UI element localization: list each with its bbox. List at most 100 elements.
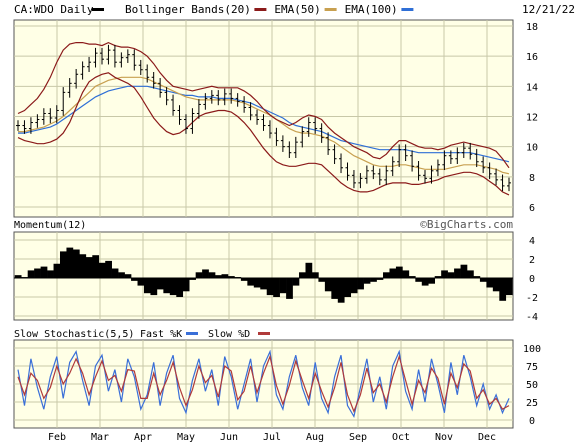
momentum-bar	[357, 278, 364, 290]
series-bollinger-bands-20-lower	[17, 72, 510, 196]
y-tick-label: 0	[529, 274, 535, 285]
momentum-bar	[215, 275, 222, 278]
y-tick-label: 16	[526, 52, 538, 63]
momentum-bar	[240, 278, 248, 281]
series-slow-d	[17, 354, 510, 414]
momentum-bar	[370, 278, 377, 282]
momentum-bar	[434, 276, 442, 278]
momentum-bar	[383, 272, 390, 278]
momentum-bar	[331, 278, 339, 299]
momentum-bar	[311, 272, 319, 278]
momentum-bar	[253, 278, 261, 288]
ohlc-bars	[16, 44, 511, 192]
stoch-legend-d: Slow %D	[208, 329, 250, 340]
x-tick-label-apr: Apr	[134, 432, 152, 443]
price-panel: 6 8 10 12 14 16 18	[13, 19, 538, 218]
momentum-bar	[292, 278, 300, 286]
y-tick-label: 100	[523, 344, 541, 355]
symbol-label: CA:WDO Daily	[14, 3, 94, 16]
momentum-bar	[408, 276, 416, 278]
momentum-bar	[441, 270, 448, 278]
momentum-bar	[247, 278, 255, 286]
y-tick-label: 8	[529, 173, 535, 184]
x-tick-label-jul: Jul	[263, 432, 281, 443]
x-tick-label-dec: Dec	[478, 432, 496, 443]
y-tick-label: 25	[526, 398, 538, 409]
y-tick-label: 14	[526, 82, 538, 93]
momentum-bar	[189, 278, 196, 280]
momentum-bar	[66, 247, 74, 278]
momentum-bar	[72, 249, 80, 278]
y-tick-label: 6	[529, 203, 535, 214]
legend-swatch-1	[324, 8, 337, 11]
momentum-bar	[492, 278, 500, 292]
y-tick-label: 18	[526, 22, 538, 33]
stochastic-panel: Slow Stochastic(5,5) Fast %K Slow %D 0 25…	[13, 329, 541, 429]
legend-label-1: EMA(50)	[274, 3, 320, 16]
x-tick-label-oct: Oct	[392, 432, 410, 443]
momentum-bar	[505, 278, 513, 296]
legend-label-0: Bollinger Bands(20)	[125, 3, 251, 16]
momentum-bar	[79, 254, 87, 278]
x-tick-label-may: May	[177, 432, 195, 443]
price-y-tick-labels: 6 8 10 12 14 16 18	[526, 22, 538, 214]
momentum-bar	[163, 278, 171, 294]
momentum-bar	[221, 274, 229, 278]
momentum-bar	[395, 266, 403, 278]
x-tick-label-feb: Feb	[48, 432, 66, 443]
momentum-bar	[337, 278, 345, 303]
momentum-bar	[402, 270, 410, 278]
momentum-bar	[137, 278, 145, 286]
momentum-bar	[118, 272, 125, 278]
momentum-bar	[176, 278, 184, 297]
momentum-bar	[266, 278, 274, 296]
y-tick-label: 75	[526, 362, 538, 373]
momentum-bar	[344, 278, 352, 297]
y-tick-label: -4	[526, 312, 538, 323]
legend-swatch-0	[254, 8, 267, 11]
stochastic-y-tick-labels: 0 25 50 75 100	[523, 344, 541, 427]
momentum-bar	[208, 272, 216, 278]
momentum-bar	[273, 278, 280, 297]
momentum-bar	[47, 270, 54, 278]
legend: Bollinger Bands(20) EMA(50) EMA(100)	[125, 3, 414, 16]
momentum-series	[14, 247, 513, 303]
momentum-bar	[40, 266, 48, 278]
legend-label-2: EMA(100)	[345, 3, 398, 16]
series-bollinger-bands-20-upper	[17, 41, 510, 169]
x-tick-label-nov: Nov	[435, 432, 453, 443]
momentum-bar	[105, 260, 112, 278]
momentum-bar	[59, 251, 67, 278]
stochastic-title: Slow Stochastic(5,5)	[14, 329, 134, 340]
momentum-bar	[131, 278, 138, 281]
momentum-bar	[85, 257, 93, 278]
momentum-title: Momentum(12)	[14, 220, 86, 231]
momentum-bar	[473, 276, 481, 278]
momentum-bar	[53, 263, 61, 278]
date-label: 12/21/22	[522, 3, 575, 16]
momentum-bar	[279, 278, 287, 294]
legend-swatch-2	[401, 8, 414, 11]
momentum-bar	[14, 275, 22, 278]
x-tick-label-sep: Sep	[349, 432, 367, 443]
momentum-bar	[479, 278, 487, 282]
momentum-bar	[486, 278, 494, 288]
momentum-bar	[454, 268, 461, 278]
momentum-bar	[143, 278, 151, 294]
price-gridlines	[14, 20, 513, 217]
momentum-bar	[299, 272, 306, 278]
momentum-bar	[98, 262, 106, 278]
momentum-bar	[111, 268, 119, 278]
momentum-bar	[428, 278, 436, 284]
stoch-legend-d-swatch	[258, 332, 270, 335]
momentum-bar	[305, 262, 313, 278]
momentum-bar	[286, 278, 293, 299]
momentum-bar	[150, 278, 158, 296]
momentum-bar	[27, 270, 35, 278]
momentum-bar	[182, 278, 190, 292]
stoch-legend-k: Fast %K	[140, 329, 182, 340]
y-tick-label: 4	[529, 236, 535, 247]
series-fast-k	[17, 349, 510, 419]
y-tick-label: -2	[526, 293, 538, 304]
